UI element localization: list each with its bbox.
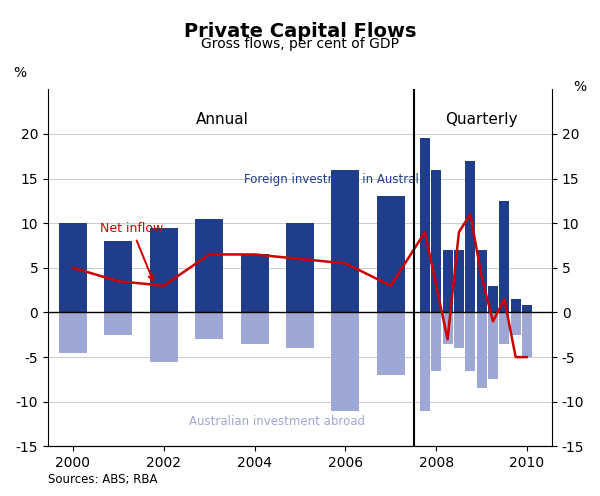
Bar <box>59 312 87 353</box>
Bar <box>377 196 405 312</box>
Text: Quarterly: Quarterly <box>445 112 518 126</box>
Bar <box>286 312 314 348</box>
Bar <box>499 312 509 344</box>
Bar <box>522 312 532 357</box>
Bar <box>511 299 521 312</box>
Text: Private Capital Flows: Private Capital Flows <box>184 22 416 41</box>
Bar <box>476 250 487 312</box>
Bar <box>195 312 223 339</box>
Bar <box>476 312 487 388</box>
Bar <box>511 312 521 335</box>
Y-axis label: %: % <box>14 66 27 80</box>
Bar <box>443 312 452 344</box>
Bar <box>454 312 464 348</box>
Bar <box>488 286 498 312</box>
Bar <box>488 312 498 379</box>
Bar <box>150 312 178 362</box>
Bar <box>195 219 223 312</box>
Bar <box>522 306 532 312</box>
Y-axis label: %: % <box>573 80 586 94</box>
Bar <box>241 312 269 344</box>
Bar <box>465 312 475 371</box>
Text: Gross flows, per cent of GDP: Gross flows, per cent of GDP <box>201 37 399 51</box>
Text: Annual: Annual <box>196 112 249 126</box>
Bar <box>241 254 269 312</box>
Bar <box>150 228 178 312</box>
Bar <box>331 170 359 312</box>
Bar <box>431 312 441 371</box>
Text: Net inflow: Net inflow <box>100 222 163 280</box>
Bar <box>465 161 475 312</box>
Bar <box>377 312 405 375</box>
Text: Australian investment abroad: Australian investment abroad <box>189 415 365 428</box>
Bar <box>104 241 133 312</box>
Bar <box>420 312 430 411</box>
Bar <box>431 170 441 312</box>
Bar <box>286 223 314 312</box>
Bar <box>59 223 87 312</box>
Bar <box>443 250 452 312</box>
Bar <box>104 312 133 335</box>
Bar <box>331 312 359 411</box>
Bar <box>454 250 464 312</box>
Text: Sources: ABS; RBA: Sources: ABS; RBA <box>48 473 157 486</box>
Bar <box>420 138 430 312</box>
Text: Foreign investment in Australia: Foreign investment in Australia <box>244 173 429 186</box>
Bar <box>499 201 509 312</box>
